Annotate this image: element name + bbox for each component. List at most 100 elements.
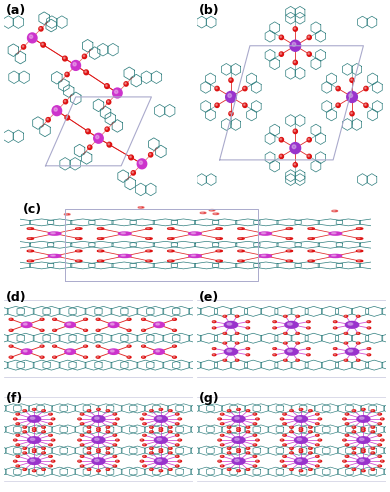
Circle shape [23, 452, 27, 454]
Circle shape [16, 456, 20, 457]
Circle shape [224, 333, 225, 334]
Circle shape [81, 423, 82, 424]
Circle shape [344, 439, 345, 440]
Circle shape [124, 82, 128, 86]
Circle shape [43, 448, 44, 449]
Circle shape [284, 359, 287, 361]
Circle shape [346, 456, 347, 457]
Circle shape [217, 260, 220, 261]
Circle shape [113, 465, 117, 467]
Circle shape [230, 79, 231, 80]
Circle shape [179, 418, 180, 419]
Circle shape [178, 439, 181, 441]
Circle shape [367, 348, 370, 349]
Circle shape [160, 470, 161, 471]
Circle shape [168, 448, 172, 449]
Circle shape [98, 260, 104, 262]
Circle shape [128, 330, 129, 331]
Circle shape [336, 103, 340, 107]
Circle shape [362, 449, 363, 450]
Circle shape [285, 348, 298, 355]
Circle shape [281, 439, 282, 440]
Circle shape [232, 416, 245, 422]
Circle shape [32, 470, 36, 472]
Circle shape [239, 260, 241, 261]
Circle shape [346, 348, 359, 355]
Circle shape [358, 238, 360, 239]
Circle shape [143, 423, 146, 425]
Circle shape [368, 354, 369, 355]
Circle shape [343, 439, 346, 441]
Circle shape [130, 156, 131, 157]
Circle shape [28, 458, 41, 464]
Circle shape [286, 250, 292, 252]
Circle shape [297, 342, 298, 343]
Circle shape [28, 33, 37, 43]
Circle shape [356, 260, 363, 262]
Circle shape [290, 468, 293, 470]
Circle shape [151, 452, 152, 453]
Circle shape [293, 163, 298, 167]
Circle shape [346, 321, 359, 328]
Circle shape [227, 448, 231, 449]
Circle shape [279, 52, 284, 56]
Circle shape [213, 348, 216, 349]
Circle shape [176, 456, 179, 457]
Circle shape [21, 349, 32, 354]
Circle shape [64, 100, 66, 102]
Circle shape [116, 439, 119, 441]
Circle shape [343, 461, 346, 462]
Circle shape [76, 250, 82, 252]
Circle shape [224, 348, 238, 355]
Circle shape [105, 127, 109, 131]
Circle shape [116, 461, 119, 462]
Circle shape [246, 321, 250, 323]
Circle shape [105, 84, 109, 89]
Circle shape [280, 461, 284, 462]
Circle shape [52, 439, 53, 440]
Circle shape [43, 452, 44, 453]
Circle shape [65, 322, 75, 328]
Circle shape [333, 321, 337, 323]
Circle shape [362, 428, 363, 429]
Circle shape [24, 410, 25, 411]
Circle shape [253, 434, 257, 436]
Circle shape [257, 418, 258, 419]
Circle shape [84, 70, 89, 75]
Circle shape [53, 329, 57, 331]
Circle shape [176, 465, 179, 467]
Circle shape [65, 72, 69, 77]
Circle shape [147, 238, 149, 239]
Circle shape [80, 434, 84, 436]
Circle shape [96, 356, 100, 358]
Circle shape [33, 470, 34, 471]
Circle shape [99, 228, 101, 229]
Circle shape [77, 238, 79, 239]
Circle shape [246, 354, 250, 356]
Circle shape [116, 439, 117, 440]
Circle shape [179, 439, 180, 440]
Circle shape [253, 413, 257, 415]
Circle shape [290, 143, 301, 154]
Circle shape [226, 209, 231, 211]
Circle shape [237, 449, 240, 451]
Circle shape [286, 238, 292, 239]
Circle shape [280, 155, 282, 156]
Circle shape [189, 232, 201, 235]
Circle shape [17, 423, 18, 424]
Circle shape [97, 345, 98, 346]
Circle shape [254, 456, 255, 457]
Circle shape [287, 260, 290, 261]
Circle shape [284, 333, 285, 334]
Circle shape [280, 439, 284, 441]
Circle shape [309, 448, 310, 449]
Circle shape [108, 322, 119, 328]
Circle shape [113, 434, 117, 436]
Circle shape [27, 250, 34, 252]
Circle shape [379, 456, 380, 457]
Circle shape [151, 410, 152, 411]
Circle shape [46, 118, 50, 122]
Circle shape [150, 427, 153, 428]
Circle shape [142, 329, 145, 331]
Circle shape [98, 228, 104, 229]
